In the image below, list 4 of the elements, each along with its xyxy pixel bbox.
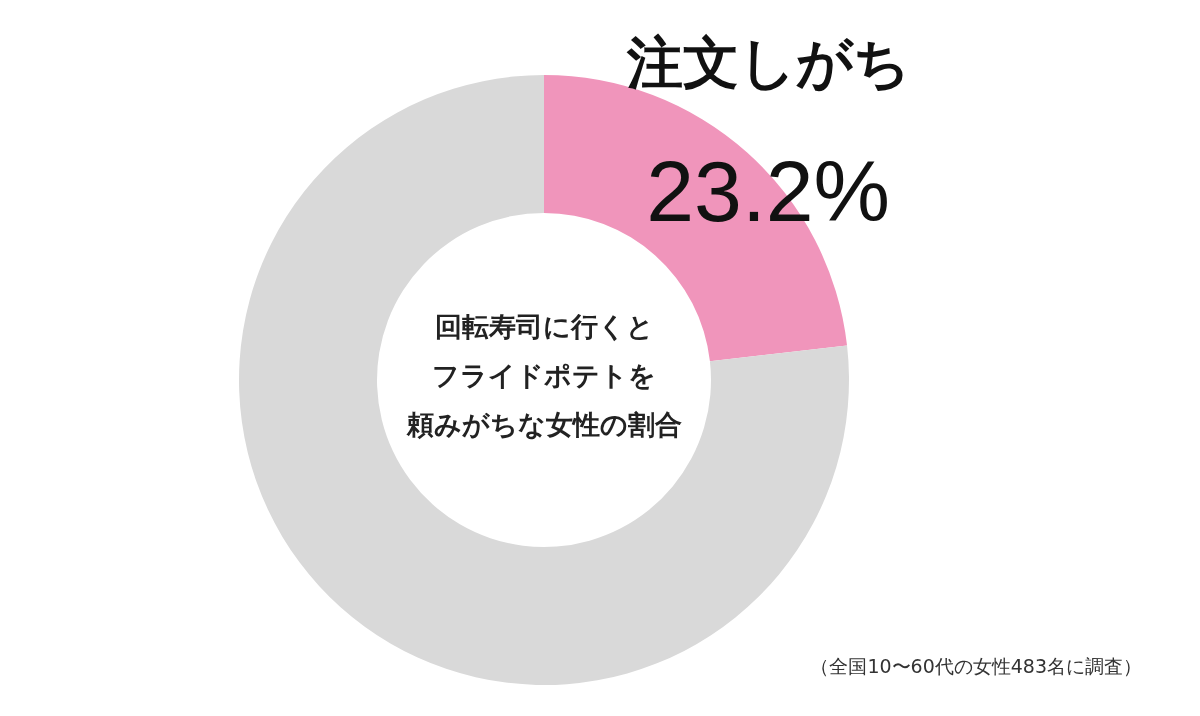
slice-label: 注文しがち (625, 30, 910, 96)
text: （全国10〜60代の女性483名に調査） (810, 654, 1142, 679)
text: 回転寿司に行くとフライドポテトを頼みがちな女性の割合 (405, 310, 683, 442)
data-label: 23.2% (646, 142, 891, 239)
